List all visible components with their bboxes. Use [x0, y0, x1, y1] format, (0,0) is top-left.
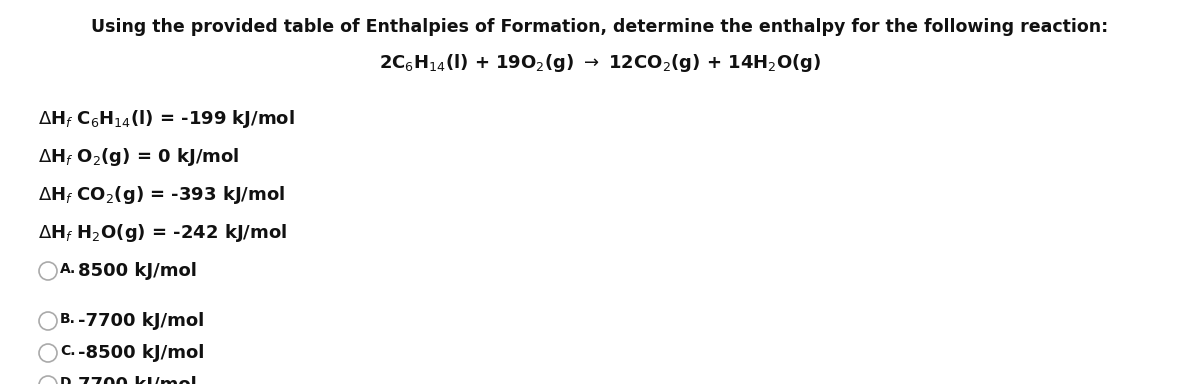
Text: -7700 kJ/mol: -7700 kJ/mol	[78, 312, 204, 330]
Text: $\Delta$H$_f$ H$_2$O(g) = -242 kJ/mol: $\Delta$H$_f$ H$_2$O(g) = -242 kJ/mol	[38, 222, 287, 244]
Text: 2C$_6$H$_{14}$(l) + 19O$_2$(g) $\rightarrow$ 12CO$_2$(g) + 14H$_2$O(g): 2C$_6$H$_{14}$(l) + 19O$_2$(g) $\rightar…	[379, 52, 821, 74]
Text: D.: D.	[60, 376, 77, 384]
Text: A.: A.	[60, 262, 77, 276]
Text: $\Delta$H$_f$ CO$_2$(g) = -393 kJ/mol: $\Delta$H$_f$ CO$_2$(g) = -393 kJ/mol	[38, 184, 286, 206]
Text: 7700 kJ/mol: 7700 kJ/mol	[78, 376, 197, 384]
Text: -8500 kJ/mol: -8500 kJ/mol	[78, 344, 204, 362]
Text: 8500 kJ/mol: 8500 kJ/mol	[78, 262, 197, 280]
Text: C.: C.	[60, 344, 76, 358]
Text: $\Delta$H$_f$ C$_6$H$_{14}$(l) = -199 kJ/mol: $\Delta$H$_f$ C$_6$H$_{14}$(l) = -199 kJ…	[38, 108, 295, 130]
Text: B.: B.	[60, 312, 76, 326]
Text: $\Delta$H$_f$ O$_2$(g) = 0 kJ/mol: $\Delta$H$_f$ O$_2$(g) = 0 kJ/mol	[38, 146, 240, 168]
Text: Using the provided table of Enthalpies of Formation, determine the enthalpy for : Using the provided table of Enthalpies o…	[91, 18, 1109, 36]
